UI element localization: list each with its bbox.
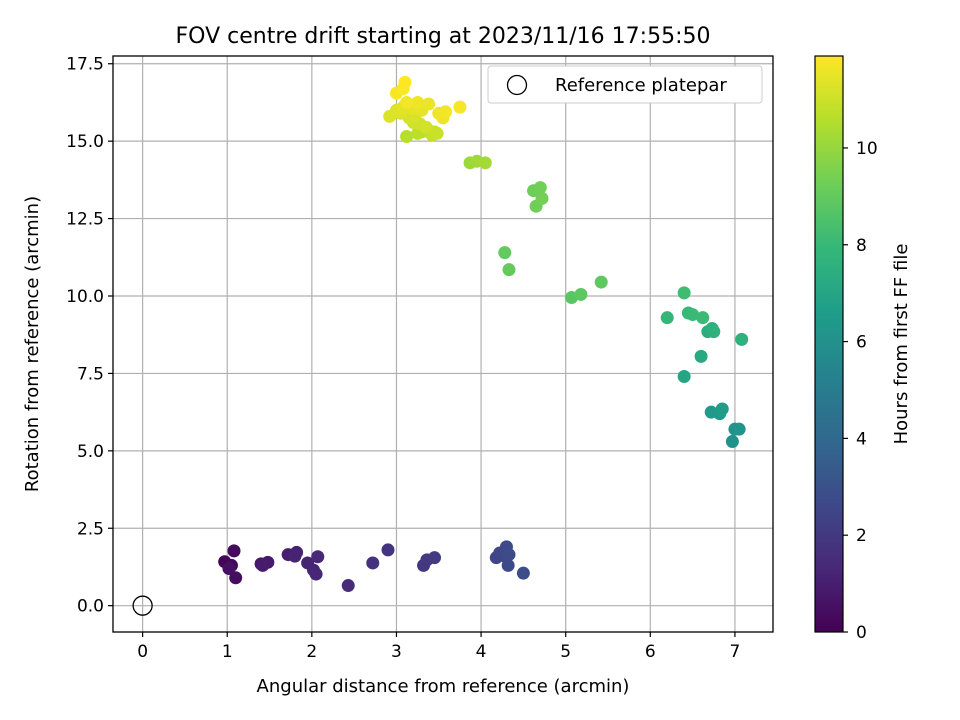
colorbar-ticks: 0 2 4 6 8 10 (843, 139, 878, 643)
colorbar-tick-label: 0 (856, 623, 867, 643)
data-point (677, 370, 691, 384)
data-point (288, 549, 302, 563)
x-tick-label: 7 (730, 642, 741, 662)
colorbar-tick-label: 8 (856, 236, 867, 256)
data-point (535, 191, 549, 205)
legend: Reference platepar (487, 65, 763, 104)
data-point (411, 95, 425, 109)
x-tick-label: 3 (391, 642, 402, 662)
data-point (381, 543, 395, 557)
colorbar-tick-label: 4 (856, 429, 867, 449)
y-axis-ticks: 0.0 2.5 5.0 7.5 10.0 12.5 15.0 17.5 (66, 55, 113, 617)
y-tick-label: 2.5 (77, 519, 104, 539)
data-point (419, 120, 433, 134)
x-tick-label: 2 (306, 642, 317, 662)
data-point (574, 287, 588, 301)
data-point (533, 181, 547, 195)
data-point (735, 332, 749, 346)
data-point (660, 311, 674, 325)
data-point (366, 556, 380, 570)
legend-label-reference: Reference platepar (555, 75, 727, 96)
reference-marker (132, 595, 153, 616)
data-point (516, 566, 530, 580)
data-points (218, 75, 749, 593)
y-tick-label: 12.5 (66, 210, 104, 230)
data-point (422, 97, 436, 111)
x-axis-ticks: 0 1 2 3 4 5 6 7 (137, 632, 740, 662)
data-point (732, 422, 746, 436)
legend-marker-reference (506, 74, 528, 96)
x-axis-label: Angular distance from reference (arcmin) (257, 676, 630, 697)
colorbar-tick-label: 6 (856, 333, 867, 353)
data-point (400, 130, 414, 144)
data-point (502, 548, 516, 562)
data-point (222, 562, 236, 576)
data-point (227, 544, 241, 558)
data-point (428, 551, 442, 565)
y-tick-label: 15.0 (66, 132, 104, 152)
y-tick-label: 17.5 (66, 55, 104, 75)
colorbar-tick-label: 2 (856, 526, 867, 546)
data-point (439, 105, 453, 119)
y-tick-label: 5.0 (77, 442, 104, 462)
data-point (256, 558, 270, 572)
data-point (398, 75, 412, 89)
data-point (430, 126, 444, 140)
grid-lines (113, 56, 773, 632)
data-point (341, 579, 355, 593)
data-point (400, 95, 414, 109)
x-tick-label: 4 (476, 642, 487, 662)
data-point (502, 263, 516, 277)
x-tick-label: 0 (137, 642, 148, 662)
data-point (686, 308, 700, 322)
chart-title: FOV centre drift starting at 2023/11/16 … (176, 24, 711, 49)
y-tick-label: 10.0 (66, 287, 104, 307)
data-point (309, 567, 323, 581)
data-point (725, 435, 739, 449)
x-tick-label: 5 (560, 642, 571, 662)
data-point (498, 246, 512, 260)
y-tick-label: 0.0 (77, 597, 104, 617)
y-axis-label: Rotation from reference (arcmin) (22, 196, 43, 492)
x-tick-label: 1 (222, 642, 233, 662)
data-point (715, 402, 729, 416)
data-point (453, 100, 467, 114)
colorbar-tick-label: 10 (856, 139, 878, 159)
data-point (696, 311, 710, 325)
data-point (478, 156, 492, 170)
data-point (707, 325, 721, 339)
data-point (677, 286, 691, 300)
data-point (594, 275, 608, 289)
data-point (501, 558, 515, 572)
x-tick-label: 6 (645, 642, 656, 662)
colorbar (814, 55, 844, 633)
reference-point (132, 595, 153, 616)
legend-box (487, 65, 763, 104)
y-tick-label: 7.5 (77, 364, 104, 384)
colorbar-label: Hours from first FF file (891, 244, 912, 445)
plot-frame (112, 55, 774, 633)
data-point (694, 349, 708, 363)
data-point (311, 550, 325, 564)
data-point (229, 571, 243, 585)
